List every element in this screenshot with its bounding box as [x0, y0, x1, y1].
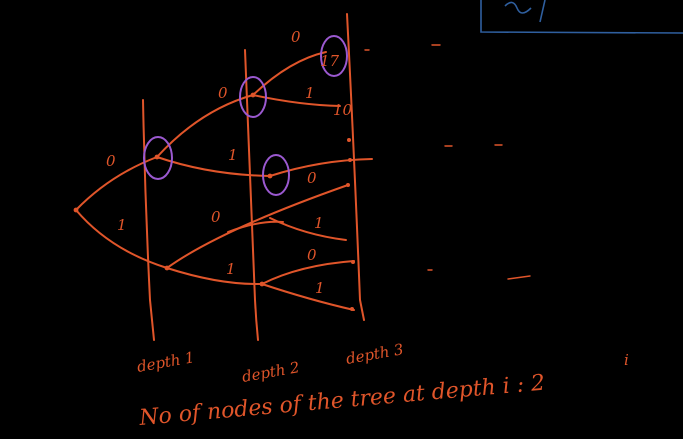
depth1-node-upper — [154, 154, 160, 160]
edge-label-root-lower: 1 — [117, 216, 127, 234]
depth-label-2: depth 2 — [241, 358, 301, 386]
edge-label-root-upper: 0 — [106, 152, 116, 170]
depth3-node-3 — [346, 183, 350, 187]
stray-dashes — [364, 44, 531, 280]
caption-text: No of nodes of the tree at depth i : 2 — [137, 371, 546, 431]
depth-labels: depth 1 depth 2 depth 3 — [136, 340, 405, 386]
caption-exponent: i — [624, 351, 629, 369]
edge-label-d2d-lower: 1 — [315, 279, 325, 297]
edge-label-d2c-upper: 1 — [314, 214, 324, 232]
depth3-node-5 — [350, 307, 354, 311]
edge-label-d2b-upper: 0 — [307, 169, 317, 187]
highlight-depth2-b — [262, 154, 290, 196]
tree-nodes — [73, 92, 355, 311]
tree-edges — [75, 51, 373, 311]
depth-label-1: depth 1 — [136, 348, 196, 376]
highlight-circles — [143, 35, 348, 196]
edge-label-d2a-upper: 0 — [291, 28, 301, 46]
depth2-node-a — [250, 92, 256, 98]
depth3-node-4 — [351, 260, 355, 264]
highlight-depth3 — [320, 35, 348, 77]
edge-labels: 0 1 0 1 0 1 0 1 0 1 0 1 — [106, 28, 325, 297]
edge-label-d1l-upper: 0 — [211, 208, 221, 226]
root-node — [73, 207, 79, 213]
edge-label-d1l-lower: 1 — [226, 260, 236, 278]
depth-lines — [142, 13, 365, 341]
leaf-labels: 17 10 — [320, 52, 353, 119]
highlight-depth2-a — [239, 76, 267, 118]
leaf-label-b: 10 — [333, 101, 353, 119]
edge-label-d2a-lower: 1 — [305, 84, 315, 102]
depth3-node-2 — [348, 158, 352, 162]
highlight-depth1 — [143, 136, 173, 180]
depth3-node-1 — [347, 138, 351, 142]
edge-label-d2c-mid: 0 — [307, 246, 317, 264]
depth2-node-c — [259, 281, 265, 287]
edge-label-d1u-upper: 0 — [218, 84, 228, 102]
edge-label-d1u-lower: 1 — [228, 146, 238, 164]
depth-label-3: depth 3 — [345, 340, 405, 368]
blue-box-fragment — [480, 0, 683, 34]
depth2-node-b — [267, 173, 273, 179]
caption: No of nodes of the tree at depth i : 2 i — [137, 351, 629, 431]
depth1-node-lower — [164, 265, 170, 271]
leaf-label-a: 17 — [320, 52, 340, 70]
